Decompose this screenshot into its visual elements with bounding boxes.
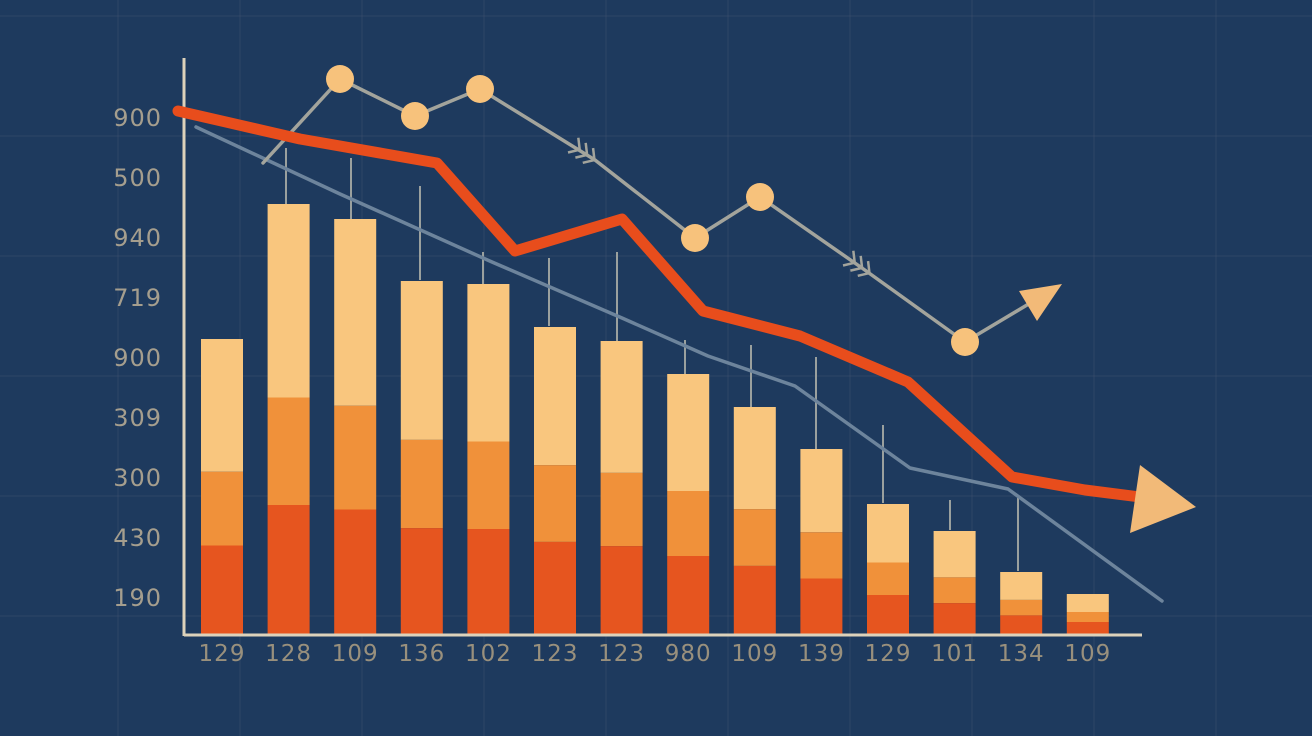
y-axis-label: 500 [113, 164, 162, 192]
x-axis-label: 134 [998, 641, 1045, 667]
x-axis-label: 123 [598, 641, 645, 667]
y-axis-label: 940 [113, 224, 162, 252]
bar-segment [867, 595, 909, 634]
bar-segment [1066, 612, 1109, 622]
bar-segment [534, 541, 576, 634]
bar-segment [1066, 622, 1109, 634]
bar-segment [867, 562, 909, 595]
bar-segment [267, 397, 310, 505]
x-axis-label: 109 [731, 641, 778, 667]
bar-segment [467, 529, 510, 634]
bar-segment [800, 532, 843, 579]
x-axis-label: 109 [332, 641, 379, 667]
x-axis-label: 136 [398, 641, 445, 667]
bar-segment [400, 281, 443, 440]
x-axis-label: 109 [1064, 641, 1111, 667]
y-axis-label: 190 [113, 584, 162, 612]
bar-segment [600, 546, 643, 634]
bar-segment [201, 339, 243, 472]
bar-segment [467, 441, 510, 529]
bar-segment [733, 509, 776, 566]
y-axis-label: 900 [113, 104, 162, 132]
bar-segment [334, 219, 377, 406]
x-axis-label: 128 [265, 641, 312, 667]
data-point-marker [466, 75, 494, 103]
bar-segment [400, 439, 443, 529]
bar-segment [733, 565, 776, 634]
bar-segment [933, 603, 976, 634]
secondary-trend-line [194, 125, 1164, 603]
y-axis-label: 300 [113, 464, 162, 492]
bar-segment [334, 509, 377, 634]
bar-segment [267, 204, 310, 398]
bar-segment [1000, 599, 1043, 616]
bar-segment [667, 374, 710, 491]
data-point-marker [951, 328, 979, 356]
bar-segment [201, 545, 243, 634]
bar-segment [600, 341, 643, 473]
bar-segment [933, 531, 976, 578]
bar-segment [933, 577, 976, 604]
x-axis-label: 129 [865, 641, 912, 667]
bar-segment [201, 471, 243, 546]
bar-segment [867, 504, 909, 563]
x-axis-label: 102 [465, 641, 512, 667]
x-axis-label: 129 [199, 641, 246, 667]
x-axis-label: 123 [532, 641, 579, 667]
data-point-marker [326, 65, 354, 93]
bar-segment [1000, 572, 1043, 600]
big-arrowhead-icon [1130, 465, 1196, 533]
small-arrowhead-icon [1019, 284, 1062, 321]
bar-segment [267, 505, 310, 634]
bar-segment [1000, 615, 1043, 634]
bar-segment [534, 327, 576, 466]
bar-segment [800, 578, 843, 634]
main-trend-line [172, 105, 1154, 504]
bar-segment [467, 284, 510, 442]
bar-segment [667, 556, 710, 634]
data-point-marker [681, 224, 709, 252]
arrow-fletching-icon [842, 250, 871, 278]
bar-segment [1066, 594, 1109, 612]
bar-segment [534, 465, 576, 542]
x-axis-label: 980 [665, 641, 712, 667]
y-axis-label: 900 [113, 344, 162, 372]
arrow-fletching-icon [567, 137, 596, 165]
x-axis-label: 101 [931, 641, 978, 667]
y-axis-label: 309 [113, 404, 162, 432]
bar-segment [733, 407, 776, 510]
bar-segment [334, 405, 377, 510]
x-axis-label: 139 [798, 641, 845, 667]
marker-trend-line [261, 77, 1044, 344]
bar-segment [600, 472, 643, 547]
bar-segment [400, 528, 443, 634]
data-point-marker [746, 183, 774, 211]
bar-segment [800, 449, 843, 533]
y-axis-label: 430 [113, 524, 162, 552]
y-axis-label: 719 [113, 284, 162, 312]
bar-segment [667, 491, 710, 556]
data-point-marker [401, 102, 429, 130]
